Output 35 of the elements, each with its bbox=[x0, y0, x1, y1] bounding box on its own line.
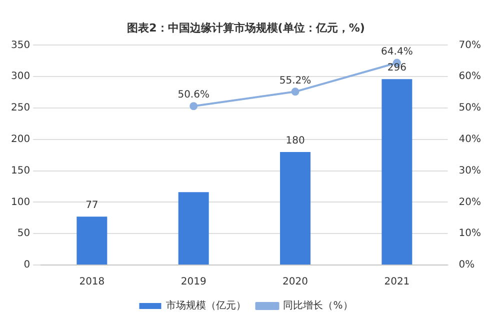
y-tick-label: 350 bbox=[10, 40, 30, 51]
y2-tick-label: 30% bbox=[458, 165, 482, 176]
x-tick-label: 2018 bbox=[79, 276, 105, 288]
y2-tick-label: 10% bbox=[458, 228, 482, 240]
data-label: 50.6% bbox=[178, 90, 210, 101]
y-tick-label: 50 bbox=[17, 228, 30, 240]
y2-tick-label: 20% bbox=[458, 196, 482, 208]
y-tick-label: 100 bbox=[10, 196, 30, 208]
bar bbox=[280, 152, 311, 264]
data-label: 55.2% bbox=[279, 75, 312, 86]
y-tick-label: 250 bbox=[10, 102, 30, 114]
y2-tick-label: 60% bbox=[458, 71, 482, 82]
x-tick-label: 2019 bbox=[180, 276, 206, 288]
y2-tick-label: 40% bbox=[458, 134, 482, 145]
bar bbox=[382, 79, 412, 264]
data-label: 77 bbox=[86, 200, 98, 212]
y-tick-label: 150 bbox=[10, 165, 30, 176]
y2-tick-label: 0% bbox=[458, 260, 475, 271]
y2-tick-label: 70% bbox=[458, 40, 482, 51]
bar bbox=[76, 216, 108, 264]
y-tick-label: 0 bbox=[24, 260, 30, 271]
chart-title: 图表2：中国边缘计算市场规模(单位：亿元，%) bbox=[127, 21, 365, 34]
y2-tick-label: 50% bbox=[458, 102, 482, 114]
data-label: 64.4% bbox=[381, 46, 413, 58]
x-tick-label: 2021 bbox=[384, 276, 410, 288]
y-tick-label: 300 bbox=[10, 71, 30, 82]
data-label: 180 bbox=[286, 136, 305, 147]
x-tick-label: 2020 bbox=[282, 276, 308, 288]
y-tick-label: 200 bbox=[10, 134, 30, 145]
legend-label: 市场规模（亿元） bbox=[166, 300, 246, 312]
bar bbox=[178, 192, 209, 264]
legend-label: 同比增长（%） bbox=[283, 300, 353, 312]
data-label: 296 bbox=[387, 62, 406, 74]
point bbox=[190, 102, 198, 110]
point bbox=[291, 88, 300, 96]
